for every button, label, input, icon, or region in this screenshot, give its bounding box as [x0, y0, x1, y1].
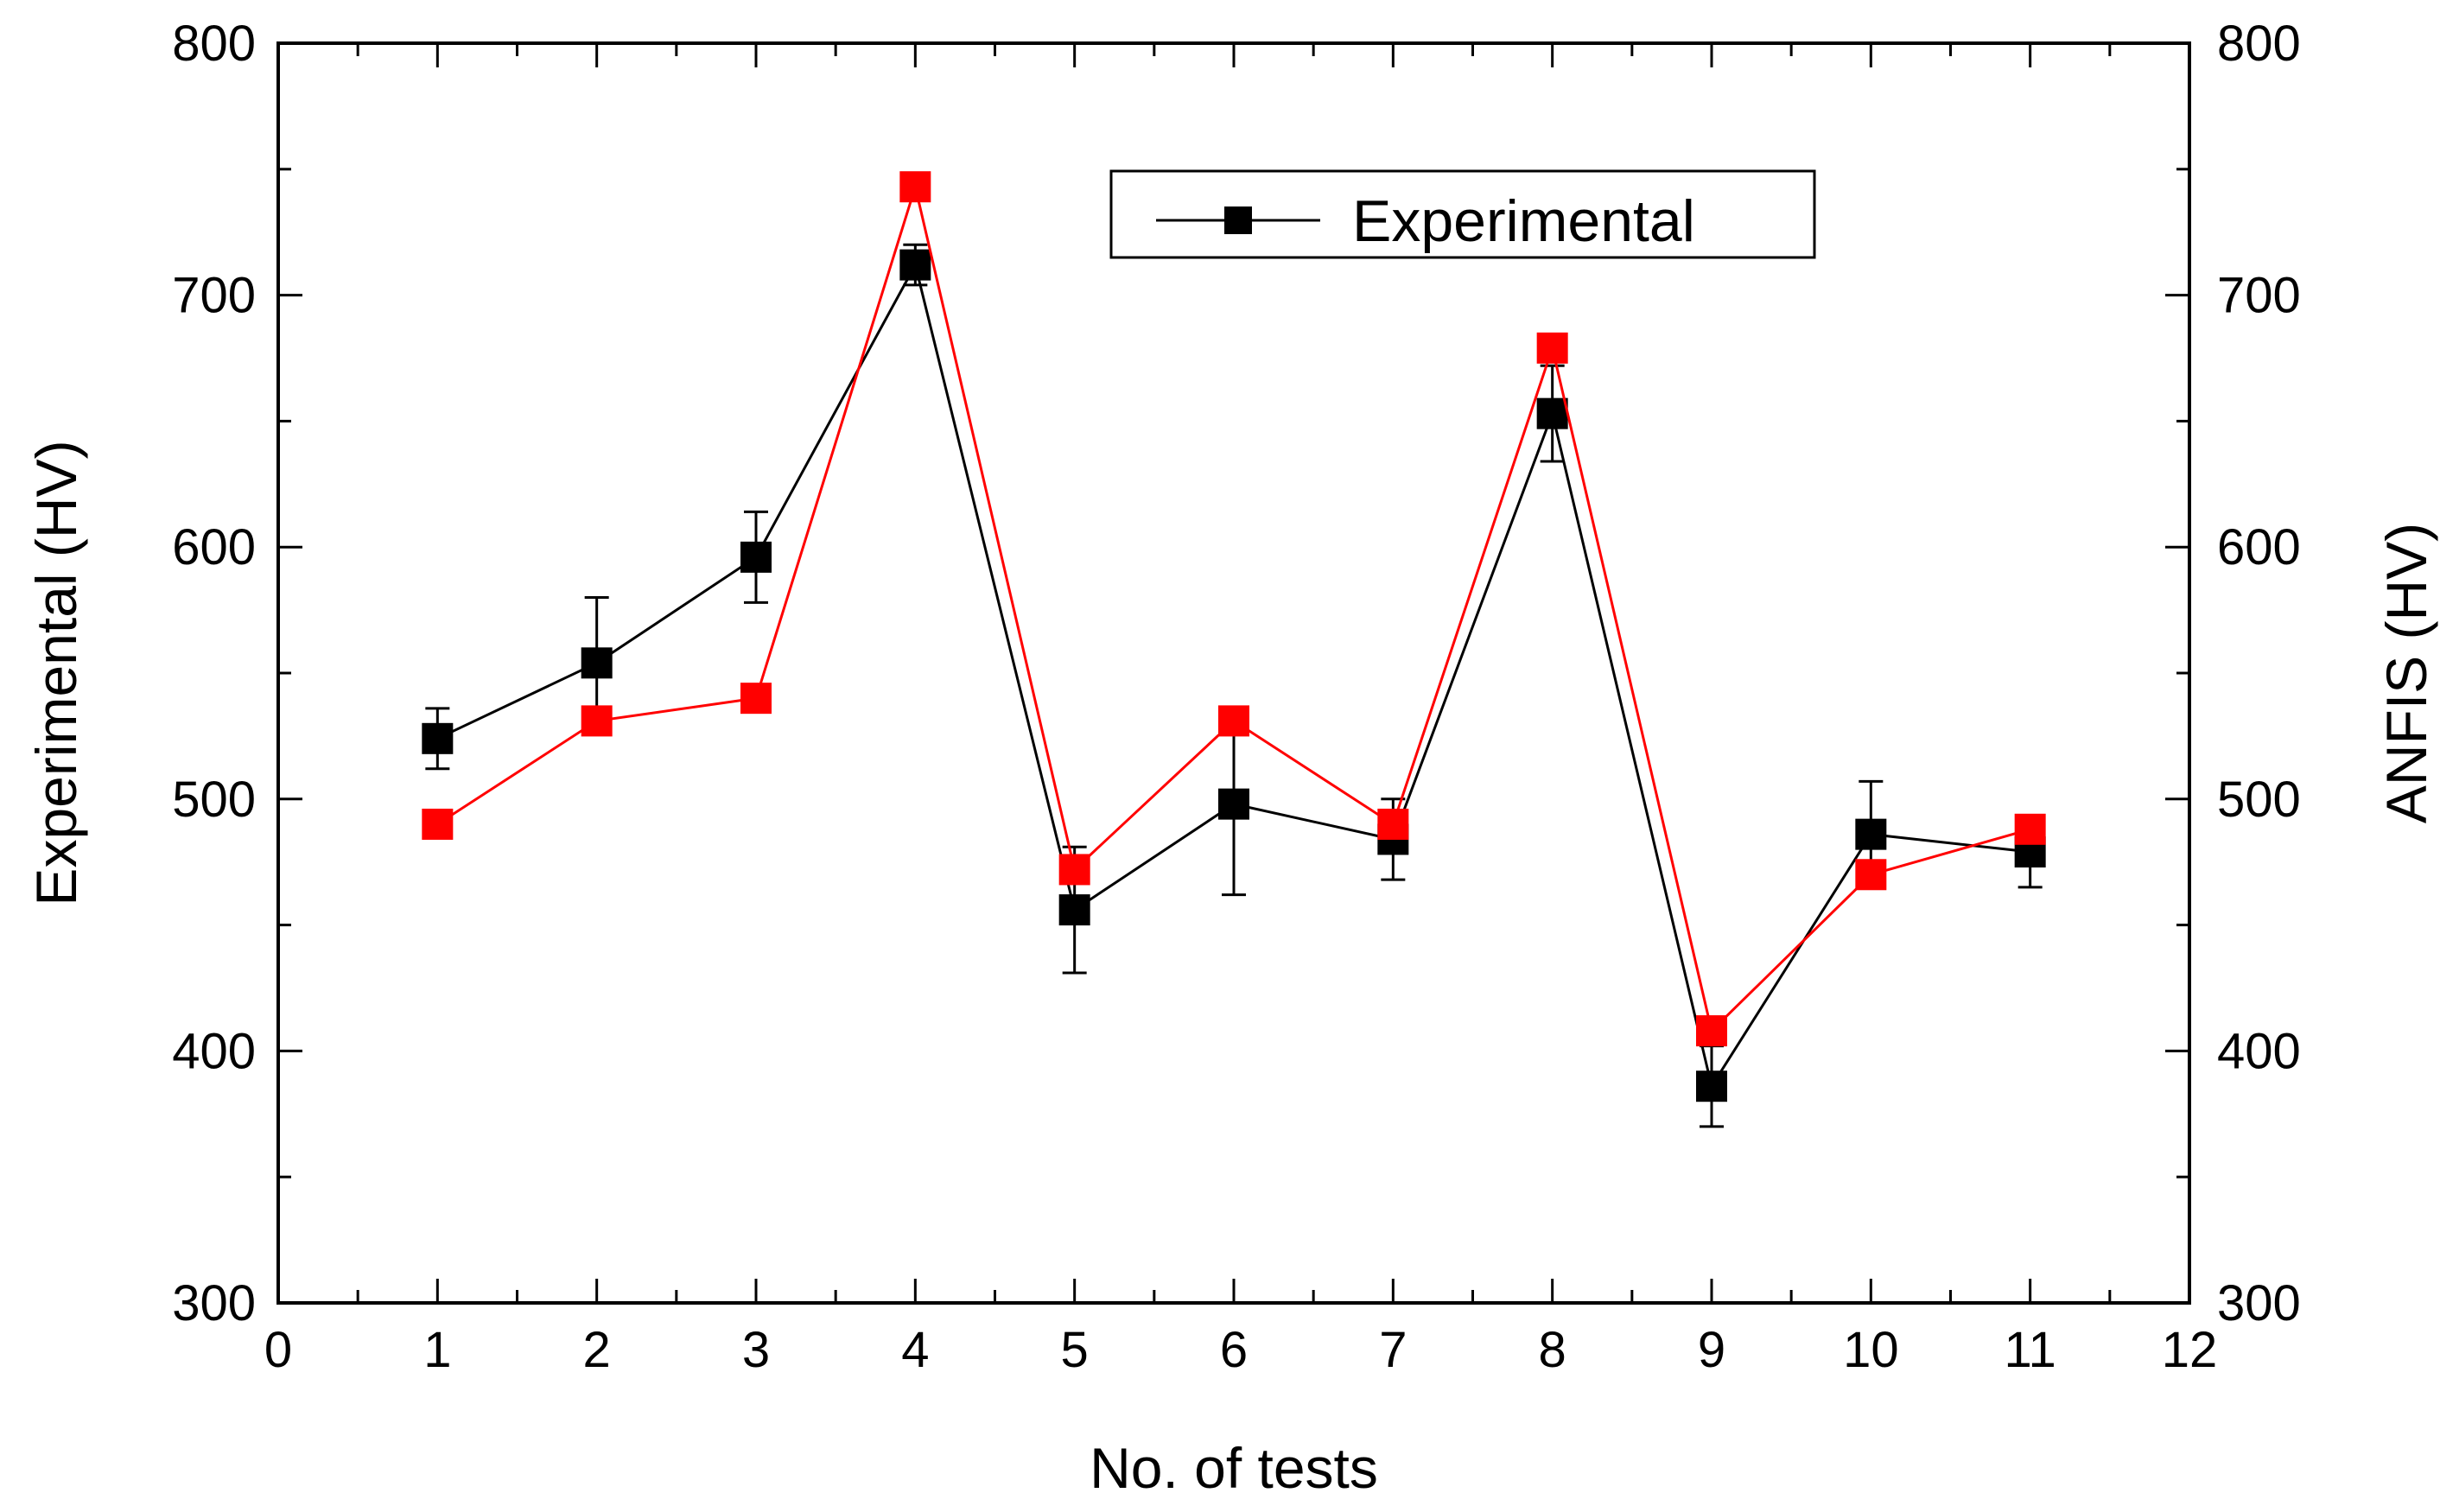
x-tick-label: 2 — [583, 1322, 611, 1378]
data-point-anfis — [2014, 813, 2046, 845]
data-point-experimental — [1696, 1070, 1727, 1102]
y-axis-right-title: ANFIS (HV) — [2374, 523, 2438, 823]
y-right-tick-label: 400 — [2217, 1023, 2301, 1079]
data-point-anfis — [899, 171, 931, 203]
y-axis-right: 300 400 500 600 700 800 — [2165, 16, 2301, 1331]
y-right-tick-label: 300 — [2217, 1275, 2301, 1331]
data-point-anfis — [581, 705, 613, 737]
x-tick-label: 7 — [1379, 1322, 1407, 1378]
x-tick-label: 10 — [1843, 1322, 1899, 1378]
data-point-experimental — [1218, 788, 1249, 820]
x-tick-label: 11 — [2005, 1322, 2056, 1378]
data-point-experimental — [1855, 818, 1887, 850]
data-point-anfis — [1377, 808, 1409, 840]
series-line-experimental — [436, 261, 2030, 1090]
x-axis: 0 1 2 3 4 5 6 7 8 9 10 11 12 — [264, 43, 2217, 1378]
y-axis-left-title: Experimental (HV) — [24, 440, 88, 905]
data-point-anfis — [1696, 1015, 1727, 1047]
data-point-anfis — [1536, 332, 1568, 364]
data-point-anfis — [740, 683, 772, 715]
data-point-anfis — [422, 808, 454, 840]
y-tick-label: 700 — [172, 268, 256, 324]
y-tick-label: 300 — [172, 1275, 256, 1331]
x-tick-label: 1 — [423, 1322, 451, 1378]
x-tick-label: 9 — [1698, 1322, 1725, 1378]
x-tick-label: 6 — [1220, 1322, 1248, 1378]
data-point-anfis — [1218, 705, 1249, 737]
y-tick-label: 400 — [172, 1023, 256, 1079]
x-tick-label: 12 — [2162, 1322, 2218, 1378]
y-right-tick-label: 500 — [2217, 772, 2301, 828]
data-point-anfis — [1855, 859, 1887, 891]
series-anfis — [422, 171, 2046, 1047]
x-tick-label: 0 — [264, 1322, 292, 1378]
y-tick-label: 800 — [172, 16, 256, 72]
y-tick-label: 500 — [172, 772, 256, 828]
legend-marker — [1224, 206, 1252, 234]
series-layer — [422, 171, 2046, 1128]
x-tick-label: 4 — [901, 1322, 929, 1378]
data-point-experimental — [1058, 894, 1090, 926]
data-point-experimental — [422, 722, 454, 754]
x-tick-label: 3 — [742, 1322, 770, 1378]
y-right-tick-label: 700 — [2217, 268, 2301, 324]
y-right-tick-label: 600 — [2217, 519, 2301, 575]
data-point-anfis — [1058, 854, 1090, 886]
series-experimental — [422, 243, 2046, 1128]
legend: Experimental — [1109, 169, 1816, 259]
y-axis-left: 300 400 500 600 700 800 — [172, 16, 302, 1331]
x-axis-title: No. of tests — [1090, 1436, 1378, 1500]
y-tick-label: 600 — [172, 519, 256, 575]
data-point-experimental — [1536, 397, 1568, 429]
x-tick-label: 8 — [1539, 1322, 1566, 1378]
legend-label: Experimental — [1352, 188, 1695, 254]
data-point-experimental — [740, 541, 772, 573]
y-right-tick-label: 800 — [2217, 16, 2301, 72]
data-point-experimental — [899, 249, 931, 281]
x-tick-label: 5 — [1061, 1322, 1089, 1378]
data-point-experimental — [581, 647, 613, 679]
